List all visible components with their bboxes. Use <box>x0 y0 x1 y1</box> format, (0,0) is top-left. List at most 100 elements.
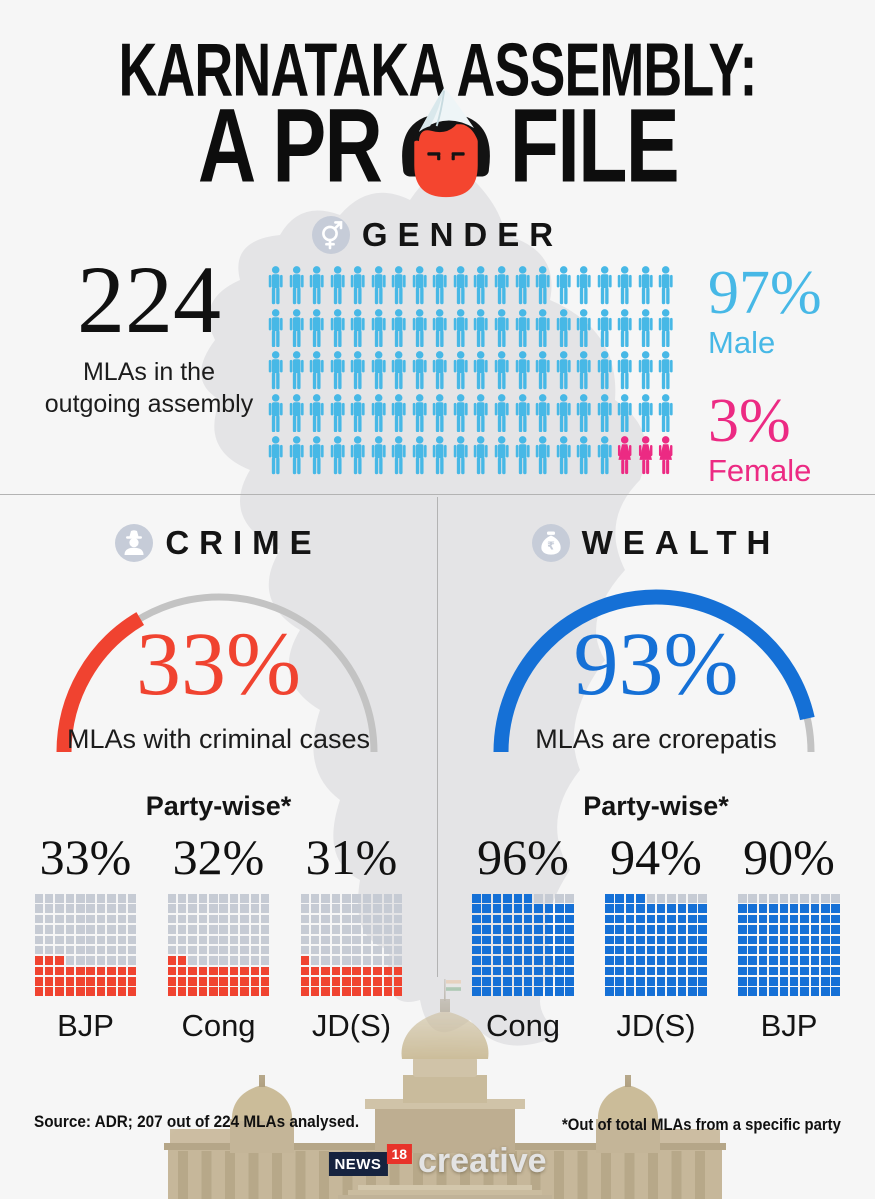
crime-party-row: 33% BJP 32% Cong 31% JD(S) <box>27 832 411 1044</box>
waffle-cell <box>821 987 830 996</box>
waffle-cell <box>688 894 697 903</box>
waffle-cell <box>565 987 574 996</box>
waffle-cell <box>331 945 341 955</box>
waffle-cell <box>219 925 228 934</box>
waffle-cell <box>373 894 382 903</box>
waffle-cell <box>523 935 533 945</box>
waffle-cell <box>209 945 218 955</box>
waffle-cell <box>310 966 320 976</box>
waffle-cell <box>34 977 44 986</box>
waffle-cell <box>677 956 687 965</box>
waffle-cell <box>44 914 54 924</box>
crime-section-header: CRIME <box>0 524 437 562</box>
waffle-cell <box>65 987 75 996</box>
waffle-cell <box>300 935 310 945</box>
waffle-cell <box>677 904 687 913</box>
male-person-icon <box>535 436 550 475</box>
waffle-cell <box>65 977 75 986</box>
waffle-cell <box>789 987 799 996</box>
waffle-cell <box>65 935 75 945</box>
waffle-cell <box>362 956 372 965</box>
waffle-cell <box>373 904 382 913</box>
waffle-cell <box>605 904 614 913</box>
crime-gauge <box>56 589 381 753</box>
party-percentage: 32% <box>172 829 265 885</box>
waffle-cell <box>352 977 361 986</box>
waffle-cell <box>636 987 645 996</box>
waffle-cell <box>321 987 330 996</box>
waffle-cell <box>779 935 789 945</box>
waffle-cell <box>544 894 554 903</box>
waffle-cell <box>789 925 799 934</box>
waffle-cell <box>555 935 564 945</box>
waffle-cell <box>44 966 54 976</box>
waffle-cell <box>789 904 799 913</box>
waffle-cell <box>810 894 820 903</box>
page-title-line1: KARNATAKA ASSEMBLY: <box>118 27 757 113</box>
wealth-party-row: 96% Cong 94% JD(S) 90% BJP <box>464 832 848 1044</box>
waffle-cell <box>656 894 666 903</box>
male-person-icon <box>597 393 612 432</box>
male-person-icon <box>535 351 550 390</box>
waffle-cell <box>117 904 127 913</box>
waffle-cell <box>555 945 564 955</box>
waffle-cell <box>534 945 543 955</box>
waffle-cell <box>544 987 554 996</box>
waffle-cell <box>229 914 239 924</box>
news18-logo-news: NEWS <box>328 1151 388 1176</box>
waffle-cell <box>544 977 554 986</box>
waffle-cell <box>738 977 747 986</box>
waffle-cell <box>362 914 372 924</box>
waffle-cell <box>240 945 249 955</box>
waffle-cell <box>667 914 676 924</box>
waffle-cell <box>76 925 85 934</box>
waffle-cell <box>76 914 85 924</box>
waffle-cell <box>615 945 624 955</box>
waffle-cell <box>646 945 656 955</box>
waffle-cell <box>688 925 697 934</box>
waffle-cell <box>167 925 177 934</box>
waffle-cell <box>615 977 624 986</box>
male-person-icon <box>515 351 530 390</box>
party-label: BJP <box>760 1008 818 1043</box>
waffle-cell <box>198 956 208 965</box>
waffle-cell <box>667 945 676 955</box>
waffle-cell <box>748 966 757 976</box>
male-person-icon <box>350 308 365 347</box>
waffle-cell <box>482 904 491 913</box>
waffle-cell <box>373 977 382 986</box>
male-person-icon <box>576 393 591 432</box>
waffle-cell <box>229 987 239 996</box>
male-person-icon <box>659 393 674 432</box>
waffle-cell <box>688 956 697 965</box>
waffle-cell <box>748 894 757 903</box>
waffle-cell <box>565 956 574 965</box>
male-person-icon <box>309 266 324 305</box>
waffle-cell <box>393 925 403 934</box>
waffle-cell <box>625 977 635 986</box>
waffle-cell <box>503 987 512 996</box>
waffle-cell <box>383 966 393 976</box>
waffle-cell <box>127 925 137 934</box>
female-percentage: 3% <box>708 387 791 455</box>
male-person-icon <box>556 393 571 432</box>
waffle-cell <box>362 966 372 976</box>
waffle-cell <box>555 987 564 996</box>
waffle-cell <box>615 956 624 965</box>
waffle-cell <box>656 956 666 965</box>
waffle-cell <box>393 945 403 955</box>
waffle-chart <box>472 894 574 996</box>
male-person-icon <box>494 351 509 390</box>
waffle-cell <box>321 966 330 976</box>
total-mlas-stat: 224 MLAs in the outgoing assembly <box>33 252 265 420</box>
waffle-cell <box>198 914 208 924</box>
waffle-cell <box>758 935 768 945</box>
waffle-cell <box>331 894 341 903</box>
waffle-cell <box>472 977 481 986</box>
waffle-cell <box>513 925 523 934</box>
waffle-cell <box>615 894 624 903</box>
total-mlas-label: MLAs in the outgoing assembly <box>44 358 254 418</box>
male-person-icon <box>412 436 427 475</box>
waffle-cell <box>331 987 341 996</box>
waffle-cell <box>789 977 799 986</box>
